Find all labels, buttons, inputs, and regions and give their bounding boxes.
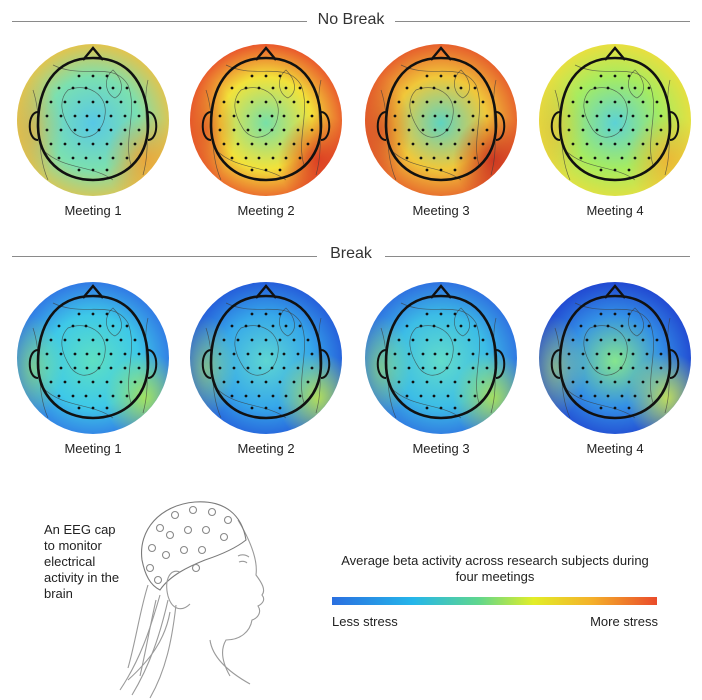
map-label-nobreak-3: Meeting 3 [412, 203, 470, 218]
topo-map-break-3 [365, 282, 517, 434]
legend-high-label: More stress [590, 614, 658, 629]
map-label-break-4: Meeting 4 [586, 441, 644, 456]
head-outline [209, 294, 323, 420]
map-label-break-2: Meeting 2 [237, 441, 295, 456]
legend-title: Average beta activity across research su… [341, 553, 649, 584]
rule-left-bottom [12, 256, 317, 257]
head-outline [384, 294, 498, 420]
head-outline [209, 56, 323, 182]
head-outline [558, 56, 672, 182]
map-label-nobreak-2: Meeting 2 [237, 203, 295, 218]
legend-low-label: Less stress [332, 614, 398, 629]
head-outline [36, 56, 150, 182]
rule-right-top [395, 21, 690, 22]
topo-map-nobreak-2 [190, 44, 342, 196]
map-label-break-3: Meeting 3 [412, 441, 470, 456]
topo-map-nobreak-4 [539, 44, 691, 196]
map-label-break-1: Meeting 1 [64, 441, 122, 456]
legend-color-bar [332, 597, 657, 605]
section-title-no-break: No Break [317, 11, 385, 28]
rule-left-top [12, 21, 307, 22]
head-outline [558, 294, 672, 420]
head-outline [384, 56, 498, 182]
head-outline [36, 294, 150, 420]
topo-map-nobreak-1 [17, 44, 169, 196]
rule-right-bottom [385, 256, 690, 257]
eeg-cap-caption: An EEG cap to monitor electrical activit… [44, 522, 120, 601]
map-label-nobreak-4: Meeting 4 [586, 203, 644, 218]
topo-map-break-2 [190, 282, 342, 434]
section-title-break: Break [330, 245, 372, 262]
topo-map-break-4 [539, 282, 691, 434]
eeg-cap-illustration [119, 501, 265, 699]
topo-map-nobreak-3 [365, 44, 517, 196]
map-label-nobreak-1: Meeting 1 [64, 203, 122, 218]
topo-map-break-1 [17, 282, 169, 434]
